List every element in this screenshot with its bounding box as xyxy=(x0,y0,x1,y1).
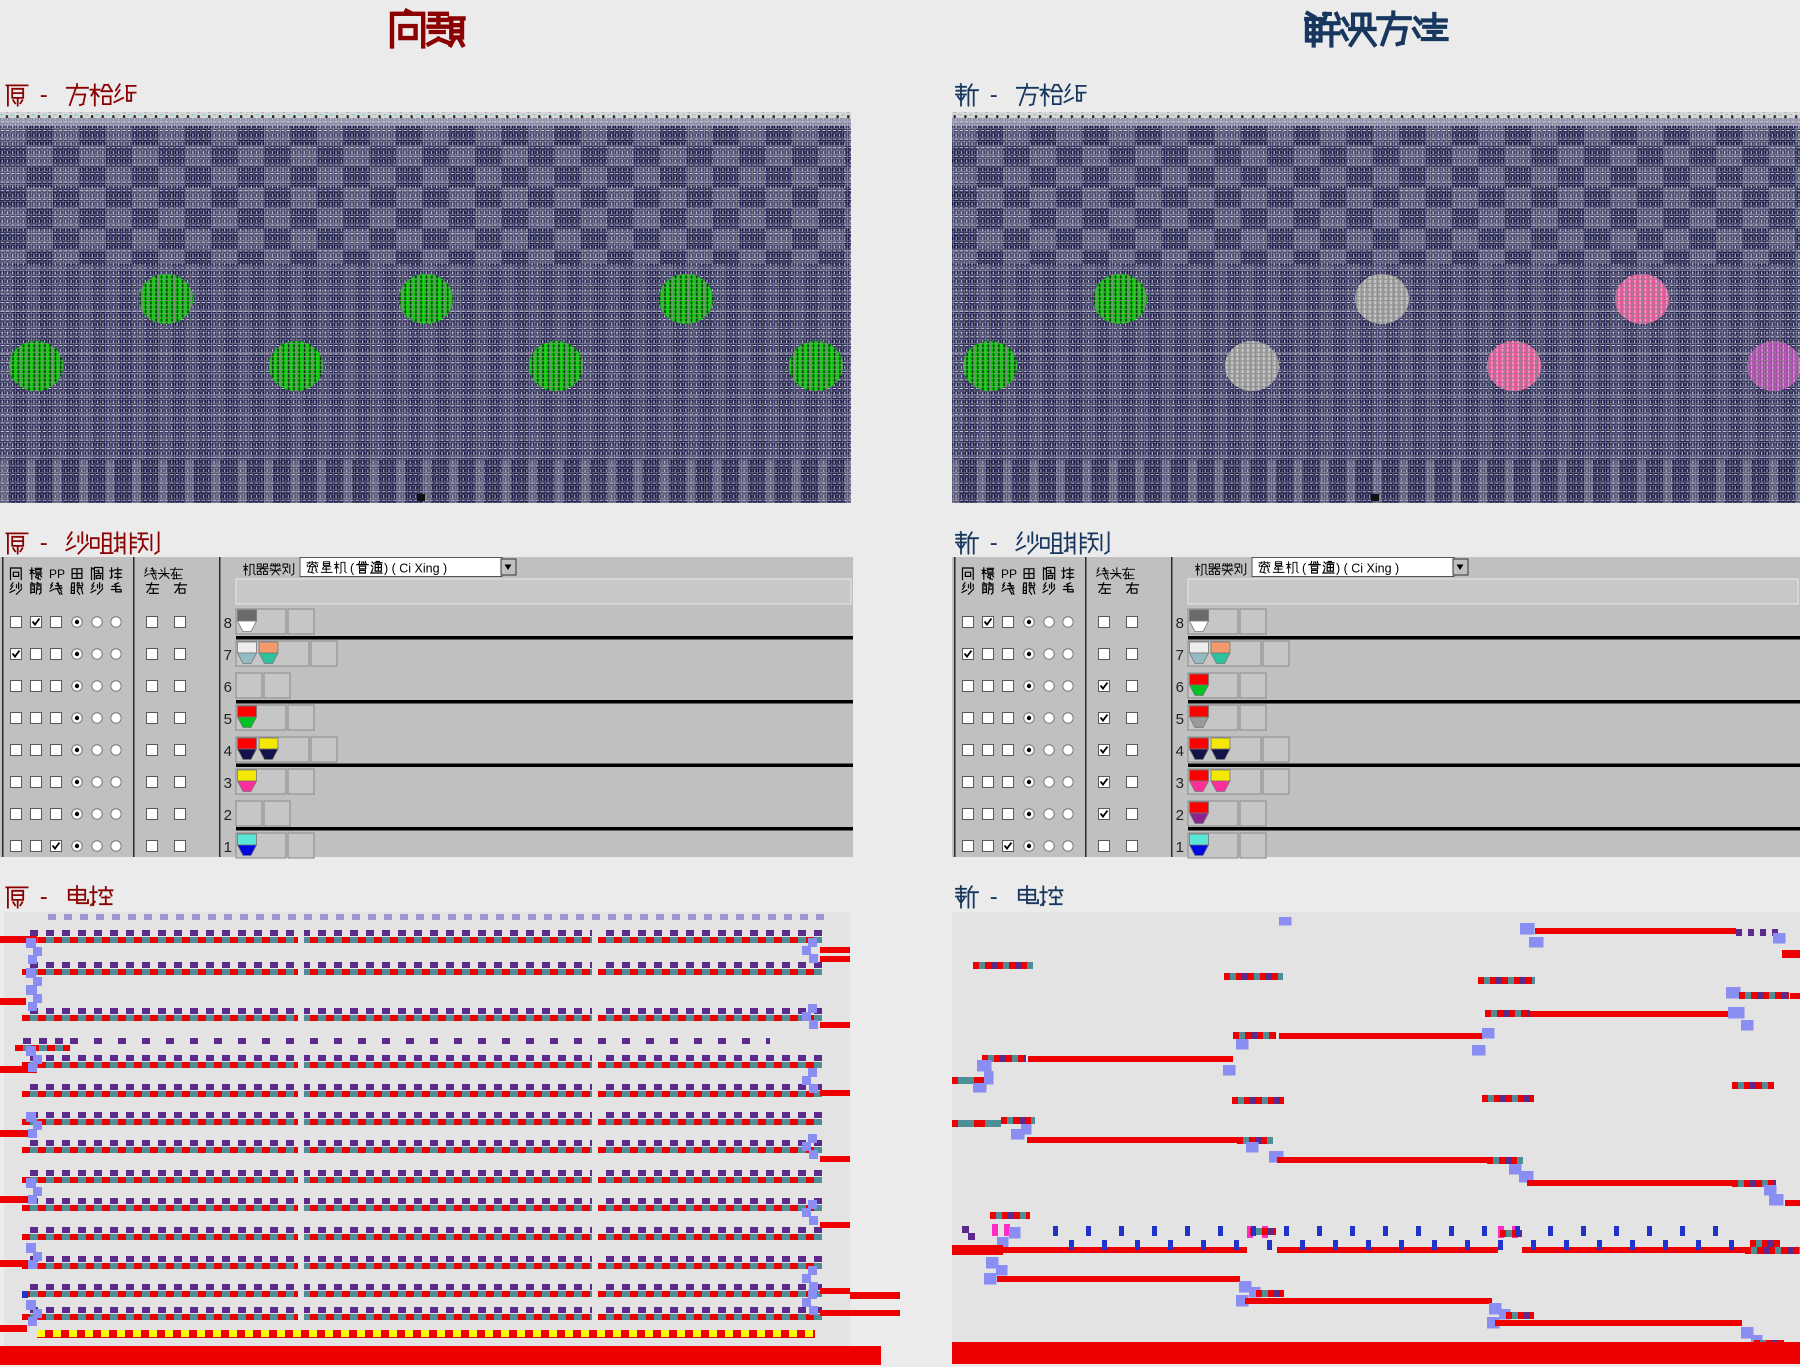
svg-text:8: 8 xyxy=(1176,615,1184,632)
svg-text:PP: PP xyxy=(49,567,65,581)
svg-text:2: 2 xyxy=(224,807,232,824)
svg-text:3: 3 xyxy=(1176,775,1184,792)
svg-text:) ( Ci Xing ): ) ( Ci Xing ) xyxy=(384,562,447,576)
svg-text:-: - xyxy=(40,884,48,911)
svg-text:-: - xyxy=(990,884,998,911)
svg-text:-: - xyxy=(40,82,48,109)
svg-text:1: 1 xyxy=(224,839,232,856)
svg-text:3: 3 xyxy=(224,775,232,792)
svg-text:1: 1 xyxy=(1176,839,1184,856)
svg-text:4: 4 xyxy=(224,743,232,760)
svg-text:5: 5 xyxy=(1176,711,1184,728)
svg-text:-: - xyxy=(990,82,998,109)
svg-text:6: 6 xyxy=(1176,679,1184,696)
svg-text:7: 7 xyxy=(224,647,232,664)
svg-text:5: 5 xyxy=(224,711,232,728)
svg-text:7: 7 xyxy=(1176,647,1184,664)
svg-text:(: ( xyxy=(1302,562,1307,576)
svg-text:-: - xyxy=(40,530,48,557)
svg-text:8: 8 xyxy=(224,615,232,632)
svg-text:(: ( xyxy=(350,562,355,576)
svg-text:PP: PP xyxy=(1001,567,1017,581)
svg-text:6: 6 xyxy=(224,679,232,696)
svg-text:-: - xyxy=(990,530,998,557)
svg-text:2: 2 xyxy=(1176,807,1184,824)
svg-text:) ( Ci Xing ): ) ( Ci Xing ) xyxy=(1336,562,1399,576)
svg-text:4: 4 xyxy=(1176,743,1184,760)
